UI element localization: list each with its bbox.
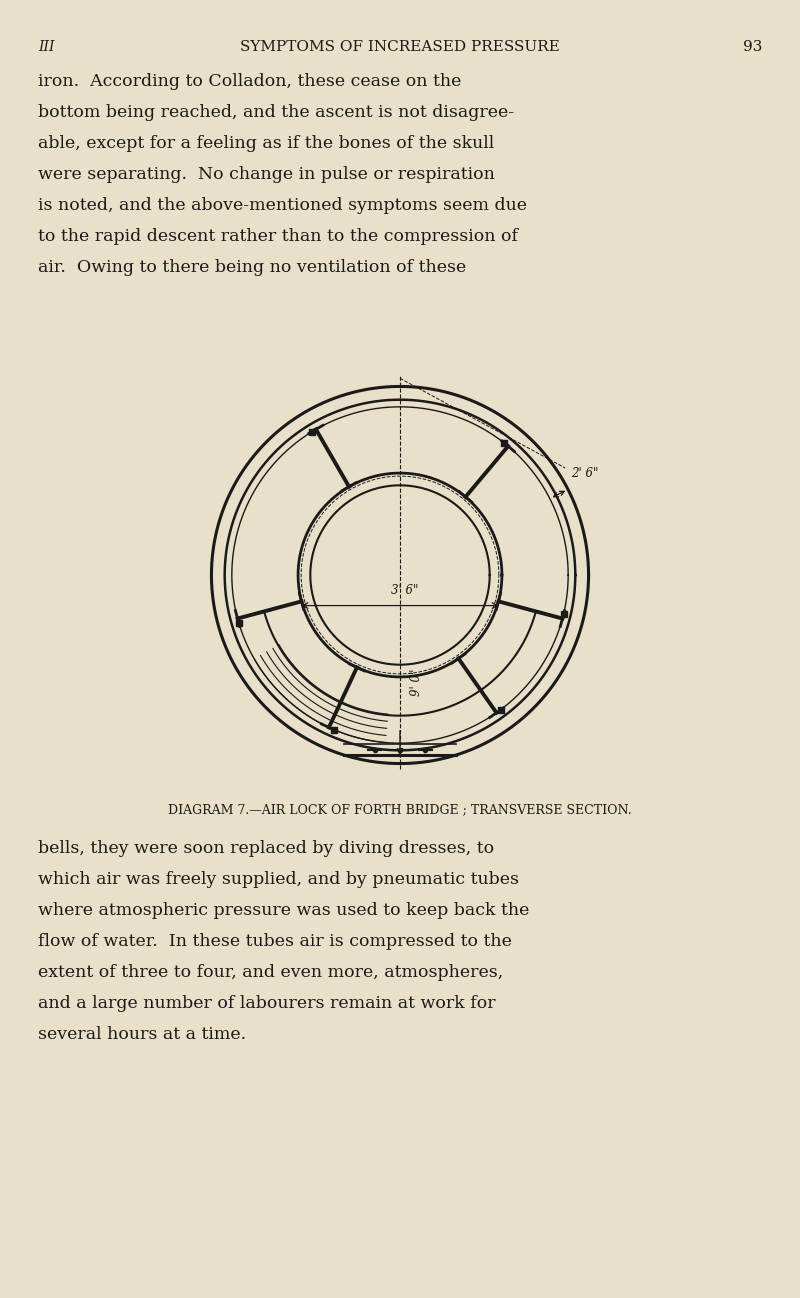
Text: to the rapid descent rather than to the compression of: to the rapid descent rather than to the … [38,228,518,245]
Text: which air was freely supplied, and by pneumatic tubes: which air was freely supplied, and by pn… [38,871,519,888]
Text: extent of three to four, and even more, atmospheres,: extent of three to four, and even more, … [38,964,503,981]
Text: iron.  According to Colladon, these cease on the: iron. According to Colladon, these cease… [38,73,462,90]
Text: and a large number of labourers remain at work for: and a large number of labourers remain a… [38,996,496,1012]
Text: able, except for a feeling as if the bones of the skull: able, except for a feeling as if the bon… [38,135,494,152]
Text: were separating.  No change in pulse or respiration: were separating. No change in pulse or r… [38,166,495,183]
Text: several hours at a time.: several hours at a time. [38,1025,246,1044]
Text: 93: 93 [742,40,762,55]
Text: 3' 6": 3' 6" [391,584,418,597]
Text: bells, they were soon replaced by diving dresses, to: bells, they were soon replaced by diving… [38,840,494,857]
Text: air.  Owing to there being no ventilation of these: air. Owing to there being no ventilation… [38,260,466,276]
Text: where atmospheric pressure was used to keep back the: where atmospheric pressure was used to k… [38,902,530,919]
Text: III: III [38,40,54,55]
Text: 9' 0": 9' 0" [410,668,423,696]
Text: bottom being reached, and the ascent is not disagree-: bottom being reached, and the ascent is … [38,104,514,121]
Text: SYMPTOMS OF INCREASED PRESSURE: SYMPTOMS OF INCREASED PRESSURE [240,40,560,55]
Text: is noted, and the above-mentioned symptoms seem due: is noted, and the above-mentioned sympto… [38,197,527,214]
Text: flow of water.  In these tubes air is compressed to the: flow of water. In these tubes air is com… [38,933,512,950]
Text: DIAGRAM 7.—AIR LOCK OF FORTH BRIDGE ; TRANSVERSE SECTION.: DIAGRAM 7.—AIR LOCK OF FORTH BRIDGE ; TR… [168,803,632,816]
Text: 2' 6": 2' 6" [571,466,598,479]
